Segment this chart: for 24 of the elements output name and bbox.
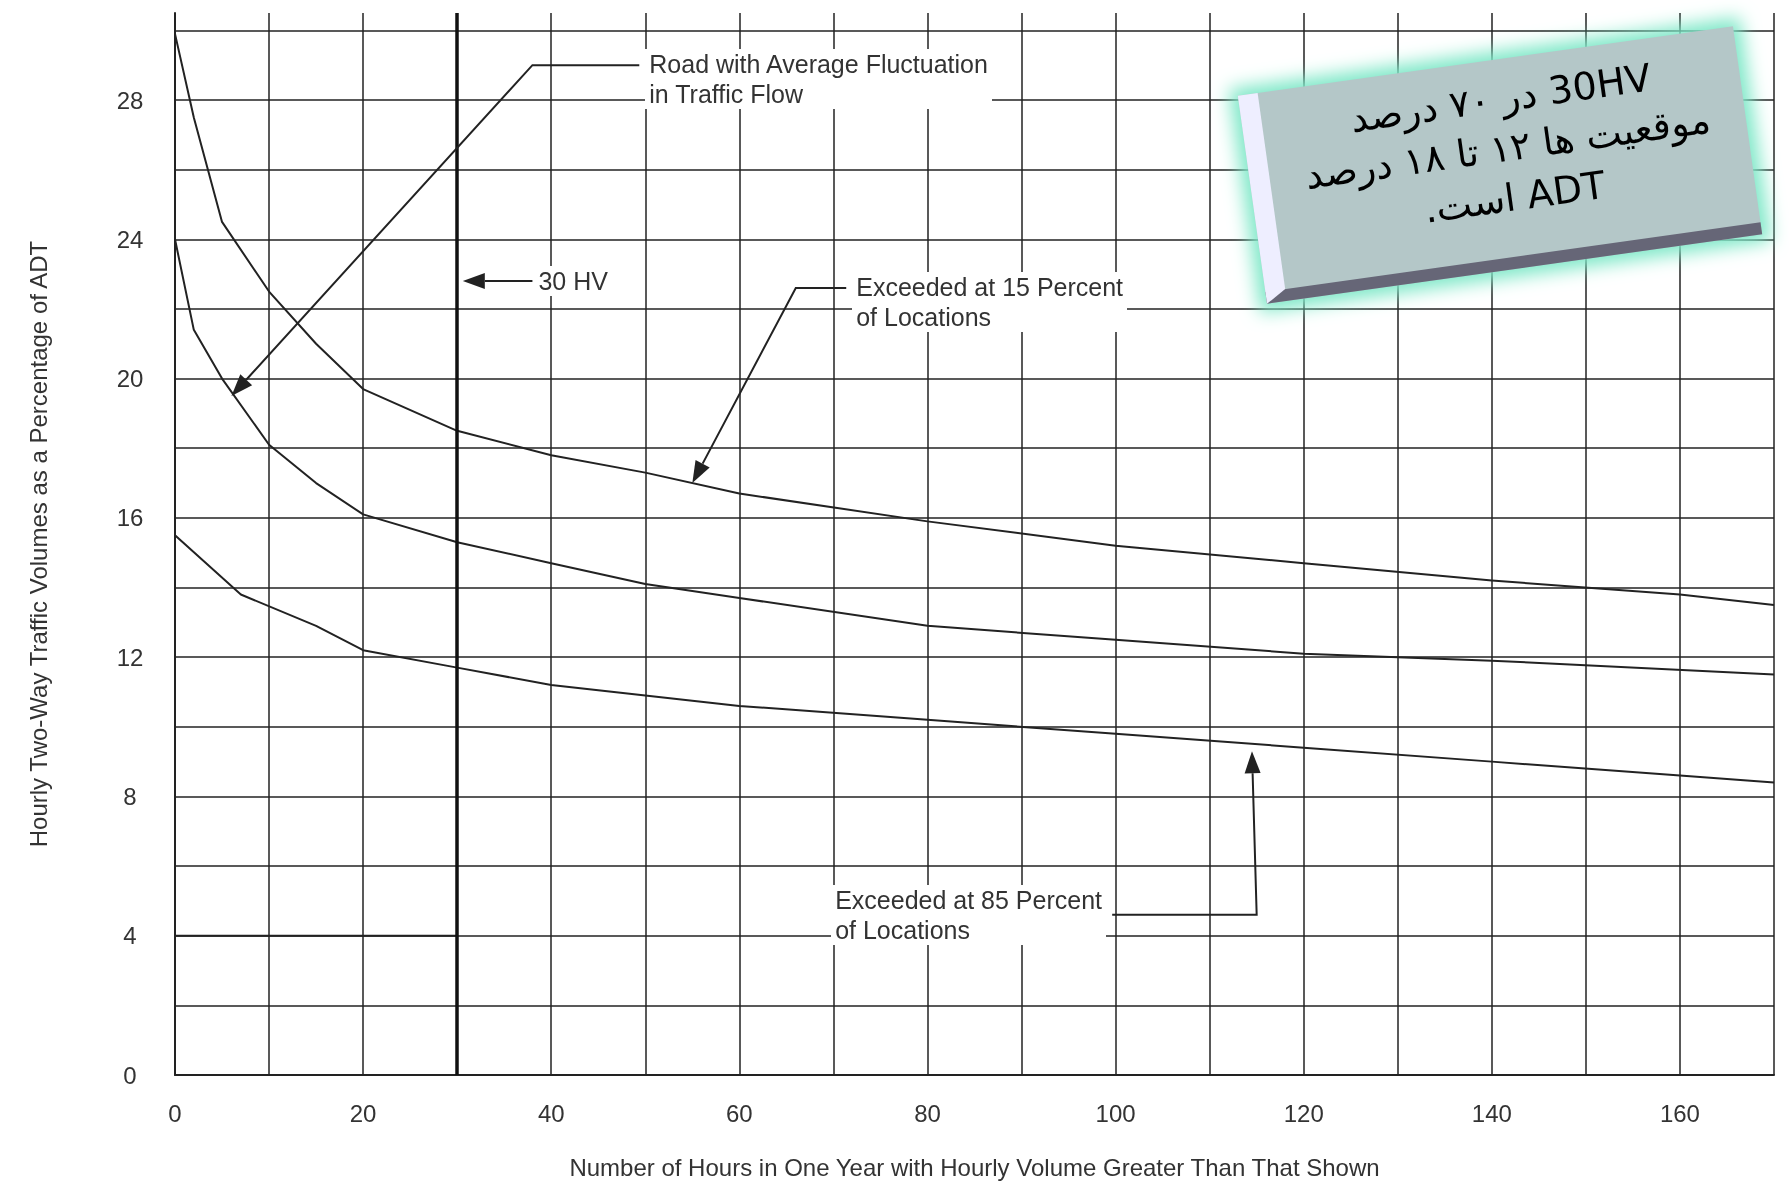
ref-line-label: 30 HV <box>534 266 612 297</box>
x-tick-label: 60 <box>726 1099 753 1127</box>
x-axis-title: Number of Hours in One Year with Hourly Volume Greater Than That Shown <box>569 1153 1380 1181</box>
x-tick-label: 20 <box>349 1099 377 1127</box>
y-tick-label: 16 <box>116 504 144 532</box>
y-tick-label: 4 <box>123 922 137 950</box>
y-tick-label: 0 <box>123 1061 137 1089</box>
y-tick-label: 12 <box>116 643 144 671</box>
y-axis-title: Hourly Two-Way Traffic Volumes as a Percentage of ADT <box>24 240 52 848</box>
x-tick-label: 40 <box>537 1099 565 1127</box>
y-tick-label: 24 <box>116 225 144 253</box>
annotation: Exceeded at 85 Percent of Locations <box>831 884 1107 945</box>
x-tick-label: 0 <box>168 1099 182 1127</box>
x-tick-label: 140 <box>1471 1099 1512 1127</box>
y-tick-label: 28 <box>116 86 144 114</box>
y-tick-label: 8 <box>123 782 137 810</box>
annotation: Exceeded at 15 Percent of Locations <box>852 272 1128 332</box>
annotation: Road with Average Fluctuation in Traffic Flow <box>645 49 992 110</box>
x-tick-label: 100 <box>1095 1099 1136 1127</box>
x-tick-label: 80 <box>914 1099 941 1127</box>
note-card: 30HV در ۷۰ درصد موقعیت ها ۱۲ تا ۱۸ درصد ADT است. <box>1237 26 1763 304</box>
x-tick-label: 120 <box>1283 1099 1324 1127</box>
x-tick-label: 160 <box>1659 1099 1700 1127</box>
y-tick-label: 20 <box>116 365 144 393</box>
